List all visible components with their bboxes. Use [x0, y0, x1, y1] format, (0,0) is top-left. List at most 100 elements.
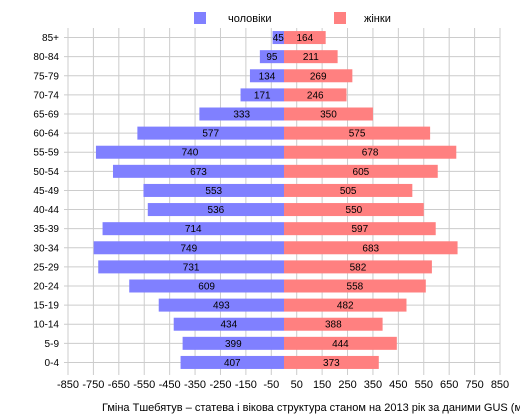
bar-female — [284, 69, 353, 83]
bar-male — [93, 241, 284, 255]
bar-value-label-female: 211 — [303, 52, 319, 63]
age-group-label: 75-79 — [33, 71, 59, 82]
bar-value-label-female: 482 — [337, 301, 354, 312]
age-group-label: 30-34 — [33, 243, 59, 254]
bar-female — [284, 336, 397, 350]
bar-male — [143, 183, 284, 197]
bar-female — [284, 31, 326, 45]
bar-male — [199, 107, 284, 121]
bar-value-label-female: 558 — [347, 282, 364, 293]
bar-value-label-male: 171 — [254, 90, 271, 101]
bar-male — [180, 355, 284, 369]
age-group-label: 70-74 — [33, 90, 59, 101]
bar-value-label-male: 714 — [185, 224, 202, 235]
bar-male — [112, 164, 284, 178]
x-tick-label: 650 — [440, 379, 458, 391]
legend-label-male: чоловіки — [228, 13, 272, 25]
bar-value-label-male: 493 — [213, 301, 230, 312]
bar-value-label-female: 269 — [310, 71, 327, 82]
bar-value-label-female: 550 — [346, 205, 363, 216]
bar-female — [284, 164, 438, 178]
bar-value-label-female: 575 — [349, 129, 366, 140]
bar-female — [284, 222, 436, 236]
x-tick-label: 450 — [389, 379, 407, 391]
bar-female — [284, 279, 426, 293]
x-tick-label: -50 — [263, 379, 279, 391]
bar-value-label-female: 164 — [296, 33, 313, 44]
x-tick-label: -750 — [82, 379, 104, 391]
bar-value-label-male: 731 — [183, 262, 200, 273]
bar-female — [284, 107, 373, 121]
bar-male — [158, 298, 284, 312]
x-tick-label: -350 — [184, 379, 206, 391]
age-group-label: 5-9 — [45, 339, 60, 350]
legend-swatch-female — [334, 12, 346, 24]
bar-male — [272, 31, 284, 45]
bar-value-label-male: 609 — [198, 282, 215, 293]
bar-value-label-male: 333 — [233, 110, 250, 121]
bar-female — [284, 50, 338, 64]
bar-female — [284, 203, 424, 217]
bar-female — [284, 241, 458, 255]
age-group-label: 65-69 — [33, 110, 59, 121]
bar-male — [137, 126, 284, 140]
bar-female — [284, 317, 383, 331]
x-tick-label: 50 — [291, 379, 303, 391]
bar-value-label-male: 434 — [221, 320, 238, 331]
age-group-label: 55-59 — [33, 148, 59, 159]
x-tick-label: 350 — [364, 379, 382, 391]
age-group-label: 60-64 — [33, 129, 59, 140]
bar-value-label-female: 350 — [320, 110, 337, 121]
bar-female — [284, 183, 413, 197]
bar-value-label-male: 553 — [205, 186, 222, 197]
bar-value-label-female: 505 — [340, 186, 357, 197]
age-group-label: 40-44 — [33, 205, 59, 216]
bar-value-label-male: 45 — [273, 33, 285, 44]
bar-male — [173, 317, 284, 331]
x-tick-label: 550 — [415, 379, 433, 391]
x-tick-label: -850 — [57, 379, 79, 391]
age-group-label: 20-24 — [33, 282, 59, 293]
bar-value-label-female: 582 — [350, 262, 367, 273]
bar-value-label-female: 678 — [362, 148, 379, 159]
age-group-label: 80-84 — [33, 52, 59, 63]
age-group-label: 50-54 — [33, 167, 59, 178]
bar-male — [182, 336, 284, 350]
bar-value-label-male: 399 — [225, 339, 242, 350]
bar-value-label-male: 749 — [180, 243, 197, 254]
x-tick-label: 250 — [338, 379, 356, 391]
age-group-label: 85+ — [42, 33, 59, 44]
bar-female — [284, 88, 347, 102]
bar-female — [284, 260, 432, 274]
x-tick-label: 150 — [313, 379, 331, 391]
age-group-label: 15-19 — [33, 301, 59, 312]
chart-caption: Гміна Тшебятув – статева і вікова структ… — [102, 402, 520, 414]
x-tick-label: -250 — [209, 379, 231, 391]
bar-value-label-female: 246 — [307, 90, 324, 101]
x-tick-label: -550 — [133, 379, 155, 391]
x-tick-label: -650 — [108, 379, 130, 391]
age-group-label: 35-39 — [33, 224, 59, 235]
bar-value-label-male: 95 — [266, 52, 278, 63]
bar-male — [95, 145, 284, 159]
bar-value-label-male: 536 — [208, 205, 225, 216]
bar-value-label-male: 673 — [190, 167, 207, 178]
bar-male — [249, 69, 284, 83]
bar-male — [240, 88, 284, 102]
bar-male — [102, 222, 284, 236]
bar-value-label-female: 373 — [323, 358, 340, 369]
bar-value-label-male: 407 — [224, 358, 241, 369]
x-tick-label: -150 — [235, 379, 257, 391]
bar-female — [284, 126, 431, 140]
bar-value-label-male: 740 — [182, 148, 199, 159]
bar-male — [129, 279, 284, 293]
bar-value-label-male: 577 — [202, 129, 219, 140]
bar-female — [284, 298, 407, 312]
bar-female — [284, 145, 457, 159]
legend-label-female: жінки — [364, 13, 391, 25]
bar-male — [259, 50, 284, 64]
bar-value-label-female: 683 — [362, 243, 379, 254]
population-pyramid-chart: -850 -750 -650 -550 -450 -350 -250 -150 -50 50 150… — [33, 12, 509, 391]
x-tick-label: 750 — [465, 379, 483, 391]
